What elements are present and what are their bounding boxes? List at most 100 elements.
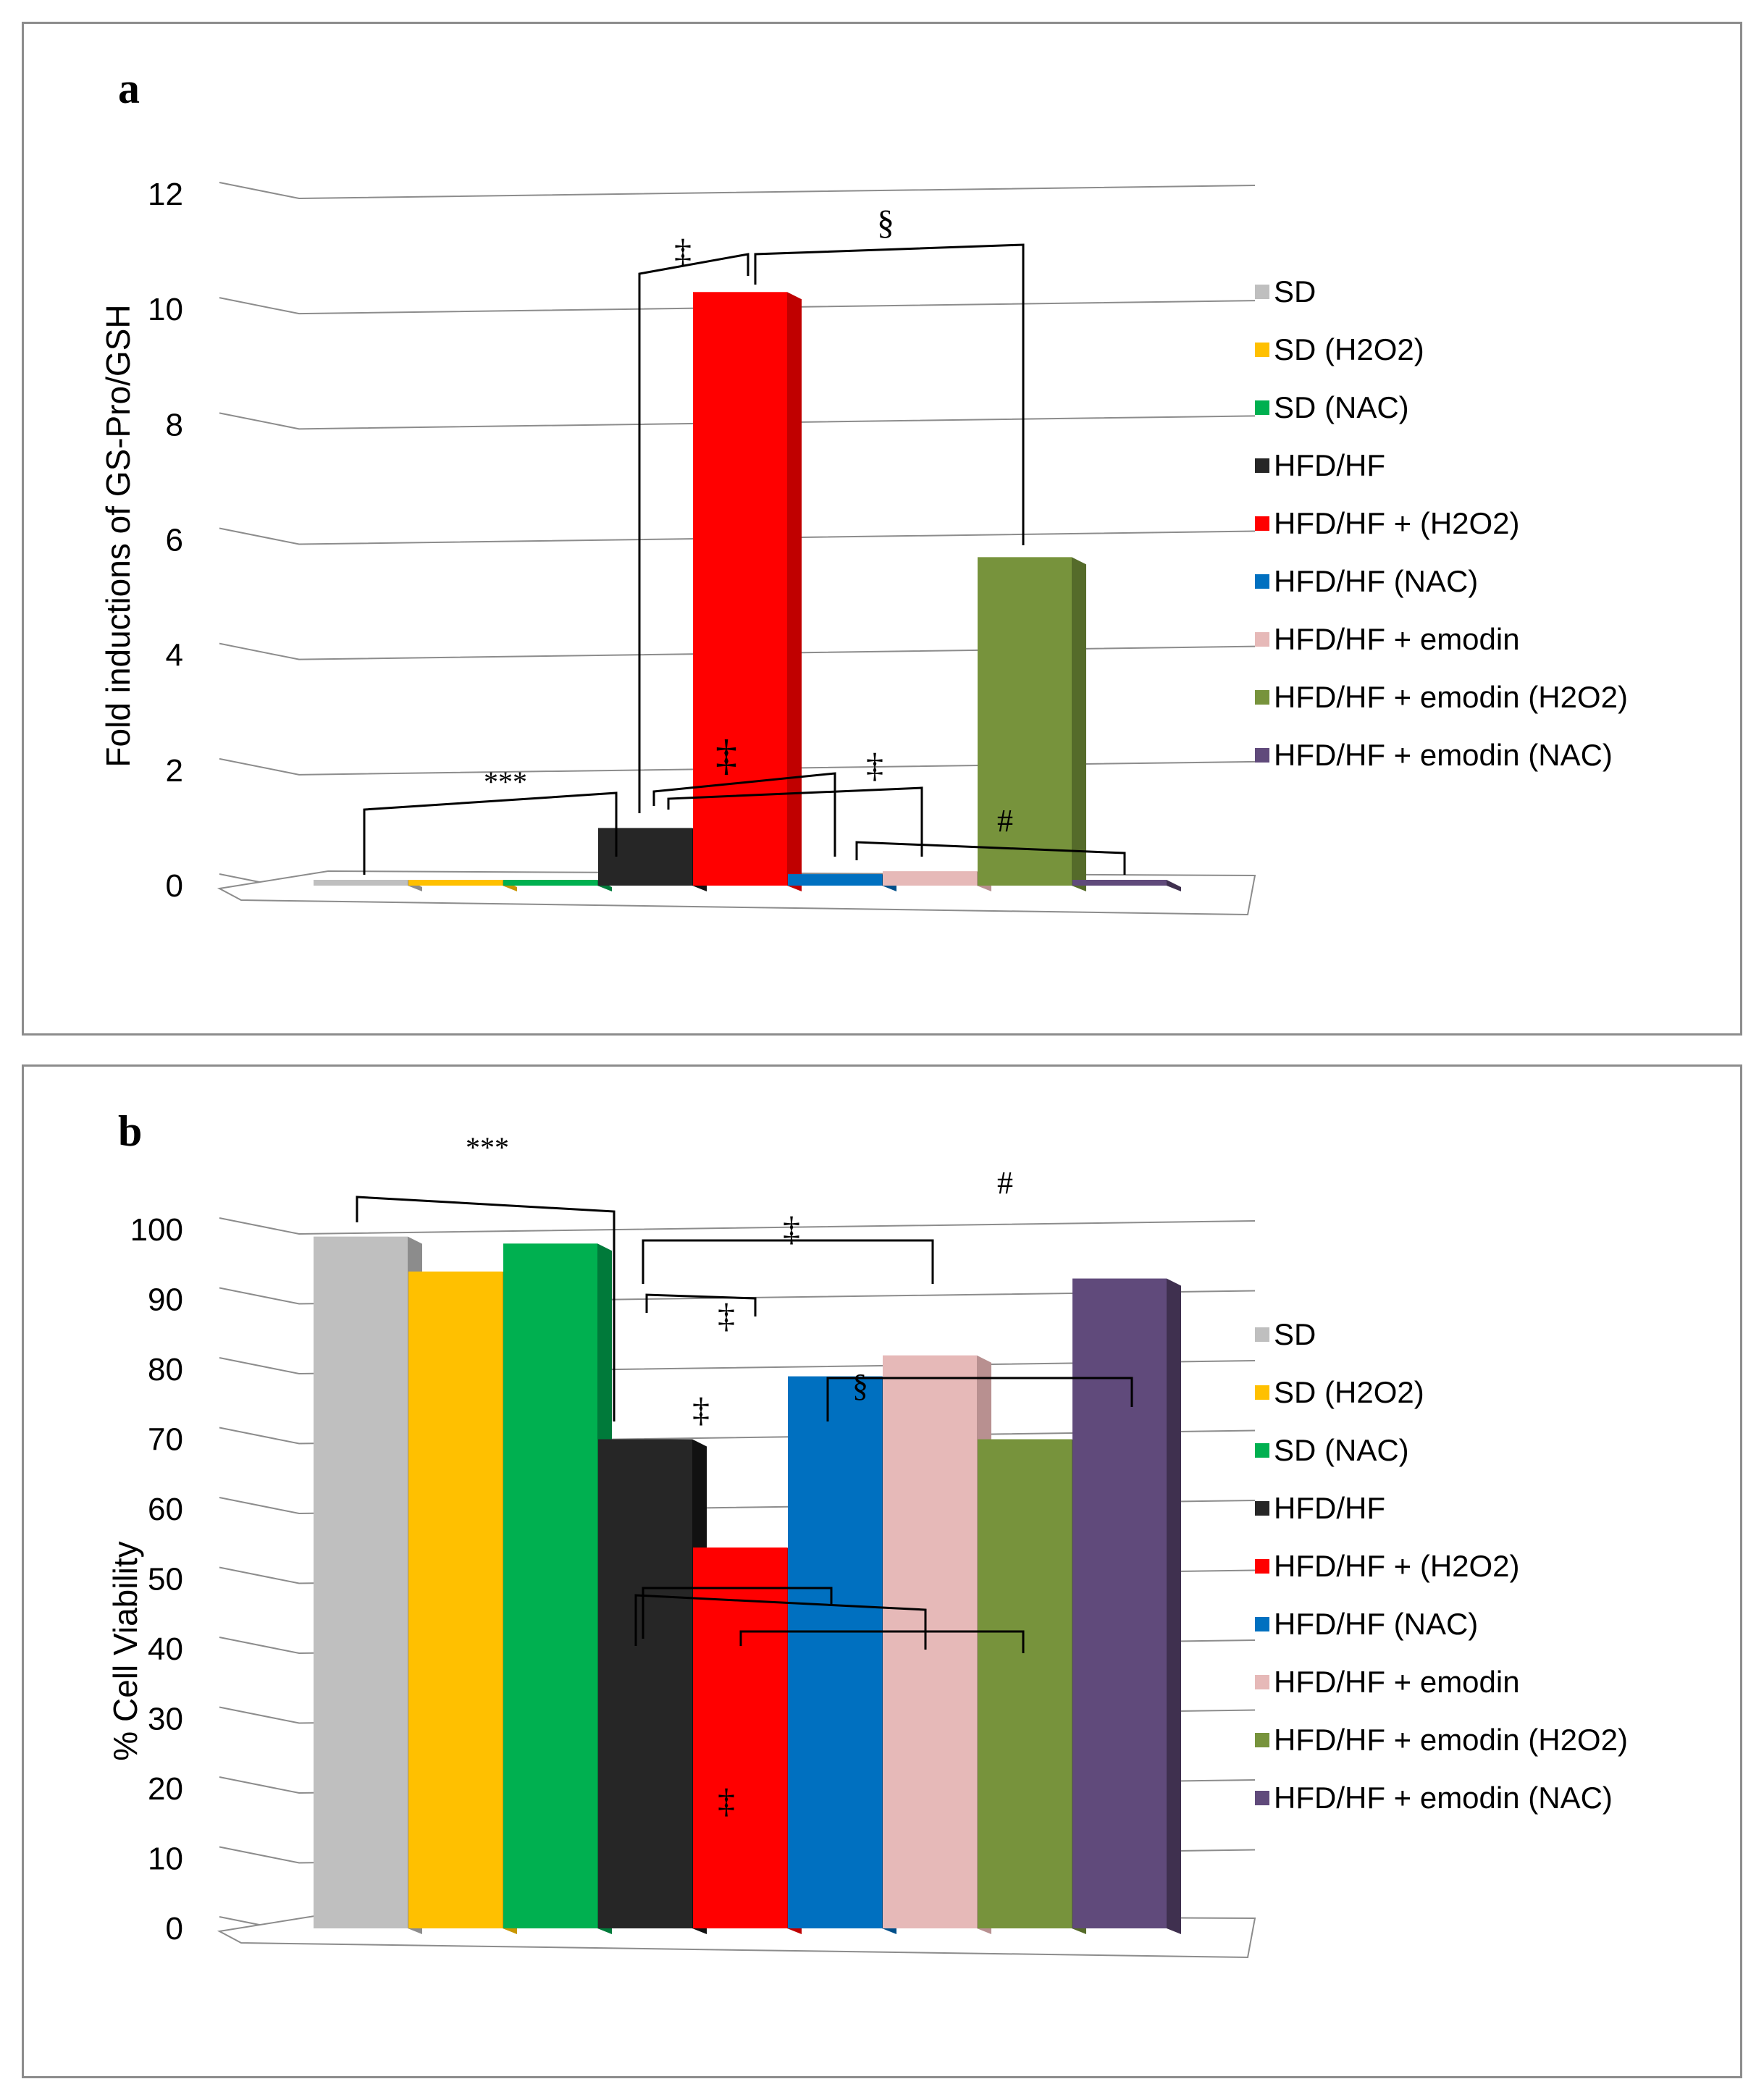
significance-symbol: ‡ xyxy=(783,1210,800,1248)
significance-bracket xyxy=(667,786,923,857)
legend-label: HFD/HF xyxy=(1274,448,1385,482)
bar xyxy=(503,1243,597,1928)
gridline xyxy=(219,297,1256,315)
bar-side xyxy=(1167,880,1181,891)
bar-side xyxy=(1072,557,1086,891)
legend-item: HFD/HF + emodin (H2O2) xyxy=(1255,1711,1628,1769)
y-tick-label: 6 xyxy=(166,523,183,558)
legend-swatch xyxy=(1255,574,1269,589)
y-tick-label: 90 xyxy=(148,1282,183,1318)
bar xyxy=(978,1439,1072,1928)
significance-bracket xyxy=(855,841,1126,875)
legend-swatch xyxy=(1255,1385,1269,1400)
legend-label: HFD/HF + emodin xyxy=(1274,622,1520,656)
bar xyxy=(408,880,503,886)
significance-bracket xyxy=(739,1630,1025,1653)
bar xyxy=(788,874,882,886)
significance-bracket xyxy=(826,1377,1133,1421)
significance-bracket xyxy=(638,253,749,813)
panel-b-letter: b xyxy=(118,1107,143,1155)
panel-a-letter: a xyxy=(118,64,140,112)
chart-b: 0 10 20 30 40 50 60 70 80 90 100 *** # ‡ ‡ ‡ § ‡ xyxy=(130,1131,1256,1959)
significance-symbol: *** xyxy=(484,765,527,798)
legend: SD SD (H2O2) SD (NAC) HFD/HF HFD/HF + (H… xyxy=(1255,1306,1628,1827)
y-tick-label: 0 xyxy=(166,868,183,904)
bar xyxy=(503,880,597,886)
bar-side xyxy=(1167,1278,1181,1934)
legend-swatch xyxy=(1255,1617,1269,1631)
legend-item: HFD/HF + emodin (NAC) xyxy=(1255,1769,1628,1827)
gridline xyxy=(219,642,1256,660)
significance-symbol: § xyxy=(852,1368,868,1403)
legend-item: SD xyxy=(1255,263,1628,321)
legend-swatch xyxy=(1255,1501,1269,1516)
significance-symbol: # xyxy=(997,803,1013,839)
legend-swatch xyxy=(1255,1791,1269,1805)
gridline xyxy=(219,527,1256,545)
significance-symbol: # xyxy=(997,1165,1013,1201)
significance-bracket xyxy=(356,1196,616,1421)
legend-item: HFD/HF + emodin xyxy=(1255,610,1628,668)
legend-item: HFD/HF + (H2O2) xyxy=(1255,495,1628,553)
significance-bracket xyxy=(363,791,618,875)
significance-symbol: ‡ xyxy=(718,1782,735,1820)
significance-symbol: ‡ xyxy=(674,232,692,271)
y-tick-label: 20 xyxy=(148,1771,183,1807)
y-tick-label: 100 xyxy=(130,1212,183,1248)
legend-label: SD (NAC) xyxy=(1274,390,1409,424)
gridline xyxy=(219,412,1256,430)
legend-item: SD (H2O2) xyxy=(1255,1364,1628,1421)
legend-swatch xyxy=(1255,632,1269,647)
y-tick-label: 30 xyxy=(148,1702,183,1737)
legend-label: HFD/HF xyxy=(1274,1491,1385,1525)
legend-label: HFD/HF + emodin (H2O2) xyxy=(1274,1723,1628,1757)
y-tick-label: 2 xyxy=(166,753,183,789)
legend-item: SD (H2O2) xyxy=(1255,321,1628,379)
legend-label: HFD/HF + emodin (H2O2) xyxy=(1274,680,1628,714)
legend-swatch xyxy=(1255,690,1269,705)
legend-item: SD (NAC) xyxy=(1255,379,1628,437)
legend-label: HFD/HF + emodin (NAC) xyxy=(1274,738,1613,772)
significance-symbol: § xyxy=(877,203,894,242)
legend-swatch xyxy=(1255,285,1269,299)
bar xyxy=(408,1271,503,1928)
legend-swatch xyxy=(1255,458,1269,473)
bar xyxy=(1072,880,1167,886)
significance-symbol: *** xyxy=(466,1131,509,1164)
y-tick-label: 8 xyxy=(166,407,183,442)
legend-label: HFD/HF + emodin (NAC) xyxy=(1274,1781,1613,1815)
bar xyxy=(1072,1278,1167,1928)
significance-bracket xyxy=(645,1293,757,1316)
bar xyxy=(978,557,1072,886)
legend-swatch xyxy=(1255,1733,1269,1747)
legend-label: HFD/HF + (H2O2) xyxy=(1274,506,1520,540)
y-tick-label: 80 xyxy=(148,1352,183,1387)
bar xyxy=(788,1376,882,1928)
gridline xyxy=(219,1287,1256,1305)
significance-symbol: ‡ xyxy=(692,1391,710,1429)
y-tick-label: 0 xyxy=(166,1911,183,1946)
panel-a: a Fold inductions of GS-Pro/GSH 0 2 4 6 8 10 1… xyxy=(22,22,1742,1036)
y-tick-label: 10 xyxy=(148,1841,183,1877)
y-tick-label: 60 xyxy=(148,1492,183,1527)
significance-symbol: ‡ xyxy=(718,1297,735,1335)
panel-b: b % Cell Viability 0 10 20 30 40 50 60 70 80 90 10… xyxy=(22,1064,1742,2078)
chart-a: 0 2 4 6 8 10 12 *** ‡ § ‡ ‡ # xyxy=(148,177,1256,916)
legend-label: HFD/HF + (H2O2) xyxy=(1274,1549,1520,1583)
legend-item: SD xyxy=(1255,1306,1628,1364)
gridline xyxy=(219,1217,1256,1235)
legend-swatch xyxy=(1255,1675,1269,1689)
bar xyxy=(598,828,692,886)
gridline xyxy=(219,182,1256,200)
legend-swatch xyxy=(1255,1559,1269,1574)
legend-swatch xyxy=(1255,343,1269,357)
bar xyxy=(598,1439,692,1928)
bar xyxy=(314,1236,408,1928)
significance-bracket xyxy=(642,1587,833,1639)
significance-bracket xyxy=(634,1594,927,1650)
legend-label: SD xyxy=(1274,274,1316,308)
legend-label: HFD/HF + emodin xyxy=(1274,1665,1520,1699)
legend-item: HFD/HF + emodin xyxy=(1255,1653,1628,1711)
y-tick-label: 70 xyxy=(148,1422,183,1458)
legend-swatch xyxy=(1255,400,1269,415)
